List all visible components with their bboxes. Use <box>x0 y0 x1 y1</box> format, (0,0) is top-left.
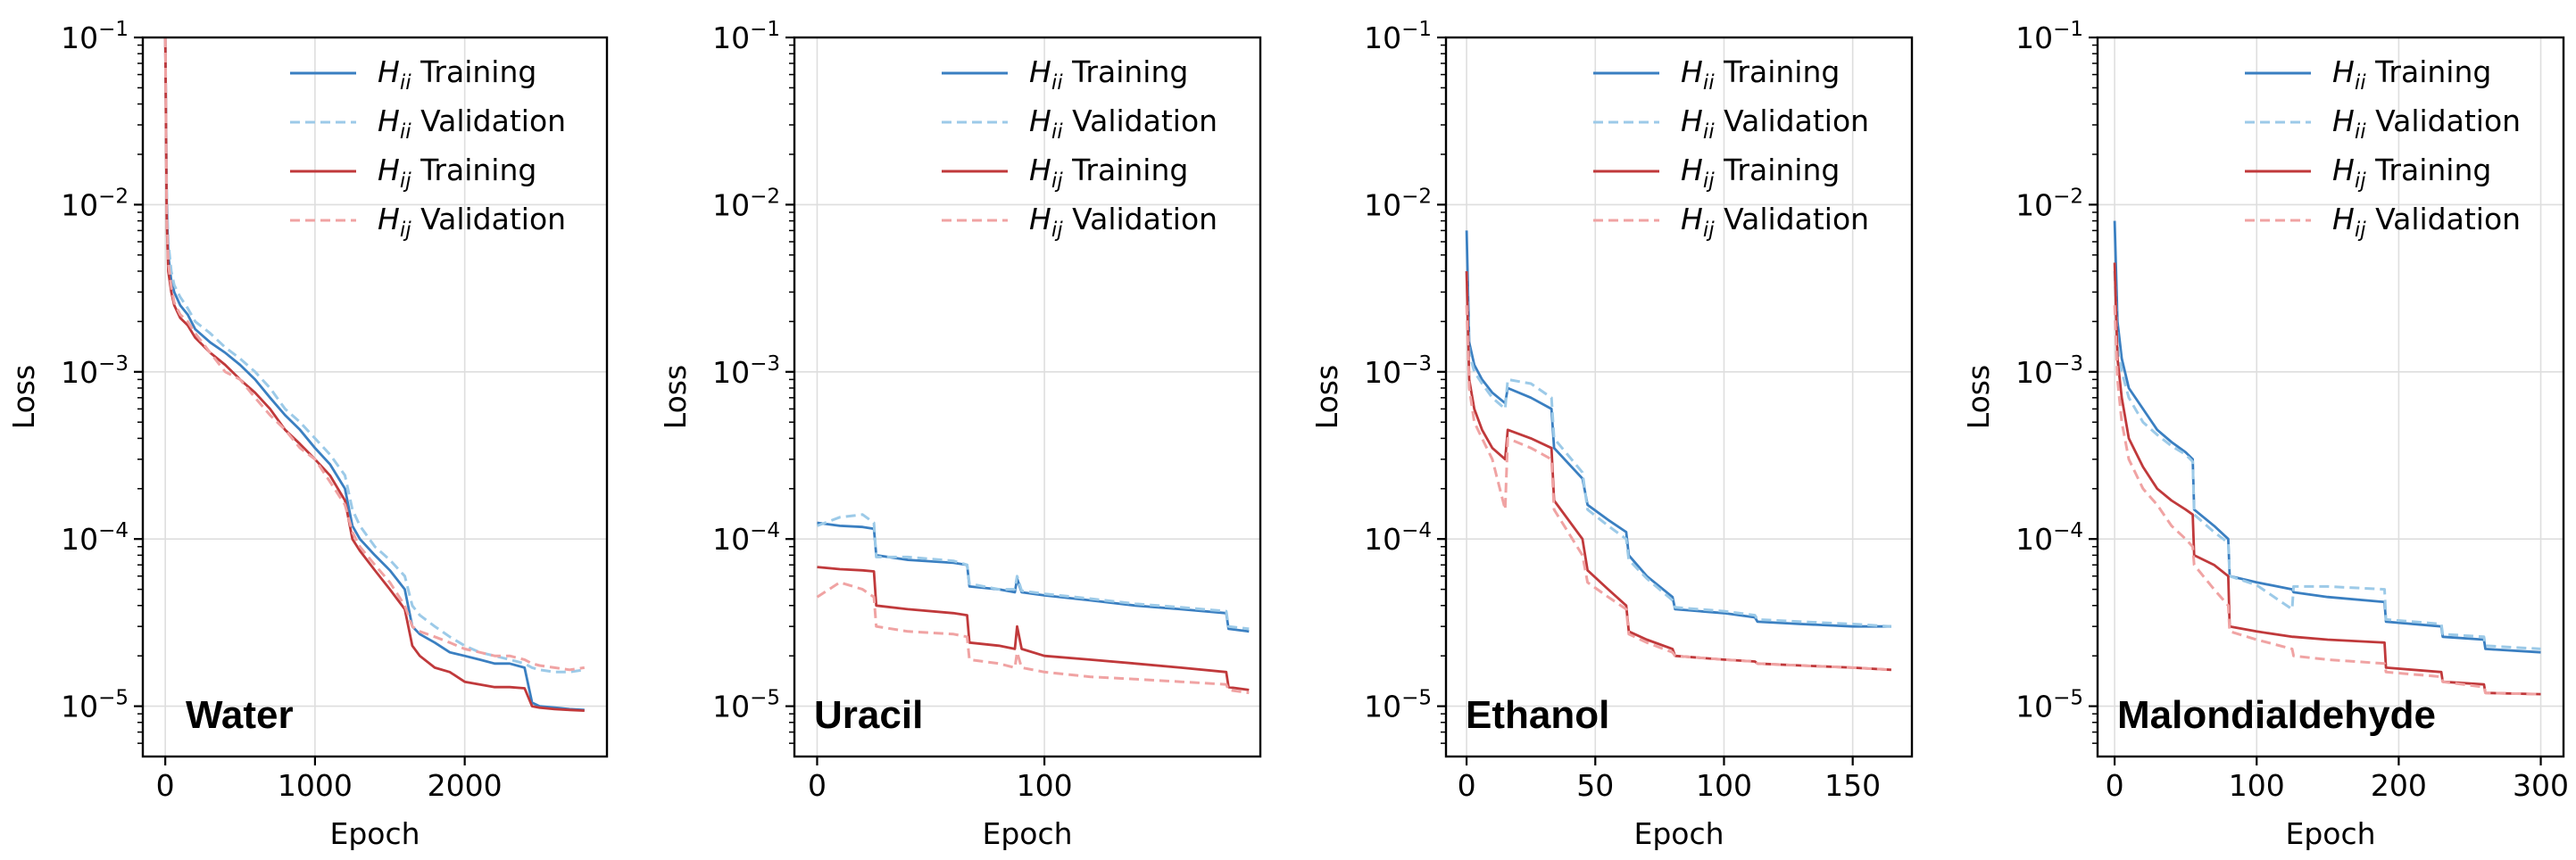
legend-entry: Hij Validation <box>1681 202 1869 242</box>
panel-label: Uracil <box>814 693 923 737</box>
y-tick-label: 10−2 <box>1364 185 1432 222</box>
series-line-3 <box>816 581 1250 695</box>
y-tick-label: 10−4 <box>712 519 780 557</box>
series-line-0 <box>817 521 1250 633</box>
x-tick-label: 150 <box>1824 768 1881 803</box>
y-axis-label: Loss <box>6 365 41 429</box>
legend-entry: Hij Validation <box>1029 202 1217 242</box>
series-line-3 <box>1465 305 1891 672</box>
y-tick-label: 10−2 <box>712 185 780 222</box>
y-tick-label: 10−5 <box>61 687 129 724</box>
x-tick-label: 0 <box>2106 768 2124 803</box>
series-line-1 <box>816 513 1250 631</box>
x-axis-label: Epoch <box>1633 816 1724 851</box>
series-line-3 <box>2113 305 2541 696</box>
legend-entry: Hij Training <box>1681 153 1840 193</box>
y-tick-label: 10−1 <box>712 18 780 55</box>
plot-area <box>816 513 1250 695</box>
plot-area <box>163 37 586 712</box>
y-axis-label: Loss <box>1309 365 1344 429</box>
x-tick-label: 200 <box>2371 768 2427 803</box>
chart-panel-malondialdehyde: 0 100 200 300 10−5 10−4 10−3 10−2 10−1 Epoch Loss H… <box>1961 18 2569 851</box>
series-line-2 <box>2113 262 2541 696</box>
x-axis-label: Epoch <box>2285 816 2375 851</box>
axes-frame <box>1444 36 1914 758</box>
legend-entry: Hii Validation <box>2332 103 2521 144</box>
y-tick-label: 10−5 <box>1364 687 1432 724</box>
series-line-3 <box>163 37 586 672</box>
y-tick-label: 10−3 <box>712 352 780 390</box>
x-tick-label: 0 <box>808 768 827 803</box>
panel-label: Water <box>186 693 294 737</box>
legend-entry: Hii Training <box>378 54 536 95</box>
chart-panel-ethanol: 0 50 100 150 10−5 10−4 10−3 10−2 10−1 Epoch Loss Hi… <box>1309 18 1914 851</box>
legend-entry: Hij Training <box>1029 153 1188 193</box>
x-tick-label: 0 <box>1458 768 1476 803</box>
legend-entry: Hij Validation <box>378 202 566 242</box>
series-line-0 <box>1465 230 1891 628</box>
y-tick-label: 10−3 <box>1364 352 1432 390</box>
series-line-1 <box>1465 270 1891 628</box>
x-tick-label: 100 <box>1696 768 1752 803</box>
y-axis-label: Loss <box>1961 365 1996 429</box>
y-tick-label: 10−4 <box>1364 519 1432 557</box>
x-axis-label: Epoch <box>329 816 420 851</box>
legend-entry: Hii Validation <box>1029 103 1217 144</box>
series-line-1 <box>2113 270 2541 650</box>
axes-frame <box>2096 36 2565 758</box>
series-line-1 <box>163 37 586 674</box>
legend-entry: Hii Training <box>1029 54 1188 95</box>
y-tick-label: 10−1 <box>1364 18 1432 55</box>
x-tick-label: 0 <box>156 768 175 803</box>
y-axis-label: Loss <box>658 365 693 429</box>
panel-label: Ethanol <box>1466 693 1609 737</box>
y-tick-label: 10−5 <box>712 687 780 724</box>
legend-entry: Hij Training <box>2332 153 2491 193</box>
panel-label: Malondialdehyde <box>2117 693 2436 737</box>
plot-area <box>2113 220 2541 696</box>
y-tick-label: 10−1 <box>61 18 129 55</box>
series-line-2 <box>1465 270 1891 672</box>
y-tick-label: 10−5 <box>2015 687 2083 724</box>
y-tick-label: 10−3 <box>2015 352 2083 390</box>
chart-panel-water: 0 1000 2000 10−5 10−4 10−3 10−2 10−1 Epoch Loss Hi… <box>6 18 609 851</box>
x-tick-label: 50 <box>1576 768 1614 803</box>
series-line-0 <box>163 37 585 712</box>
y-tick-label: 10−4 <box>61 519 129 557</box>
legend-entry: Hii Validation <box>378 103 566 144</box>
x-tick-label: 100 <box>1017 768 1073 803</box>
legend-entry: Hij Training <box>378 153 536 193</box>
legend-entry: Hii Training <box>1681 54 1840 95</box>
x-axis-label: Epoch <box>982 816 1072 851</box>
legend-entry: Hii Validation <box>1681 103 1869 144</box>
series-line-2 <box>817 566 1250 691</box>
y-tick-label: 10−3 <box>61 352 129 390</box>
y-tick-label: 10−1 <box>2015 18 2083 55</box>
y-tick-label: 10−2 <box>61 185 129 222</box>
plot-area <box>1465 230 1891 672</box>
chart-panel-uracil: 0 100 10−5 10−4 10−3 10−2 10−1 Epoch Loss Hii Tra… <box>658 18 1262 851</box>
axes-frame <box>141 36 609 758</box>
legend-entry: Hii Training <box>2332 54 2491 95</box>
x-tick-label: 100 <box>2229 768 2285 803</box>
x-tick-label: 1000 <box>278 768 353 803</box>
series-line-2 <box>163 37 585 712</box>
x-tick-label: 2000 <box>428 768 503 803</box>
y-tick-label: 10−4 <box>2015 519 2083 557</box>
axes-frame <box>793 36 1262 758</box>
y-tick-label: 10−2 <box>2015 185 2083 222</box>
x-tick-label: 300 <box>2513 768 2569 803</box>
legend-entry: Hij Validation <box>2332 202 2521 242</box>
